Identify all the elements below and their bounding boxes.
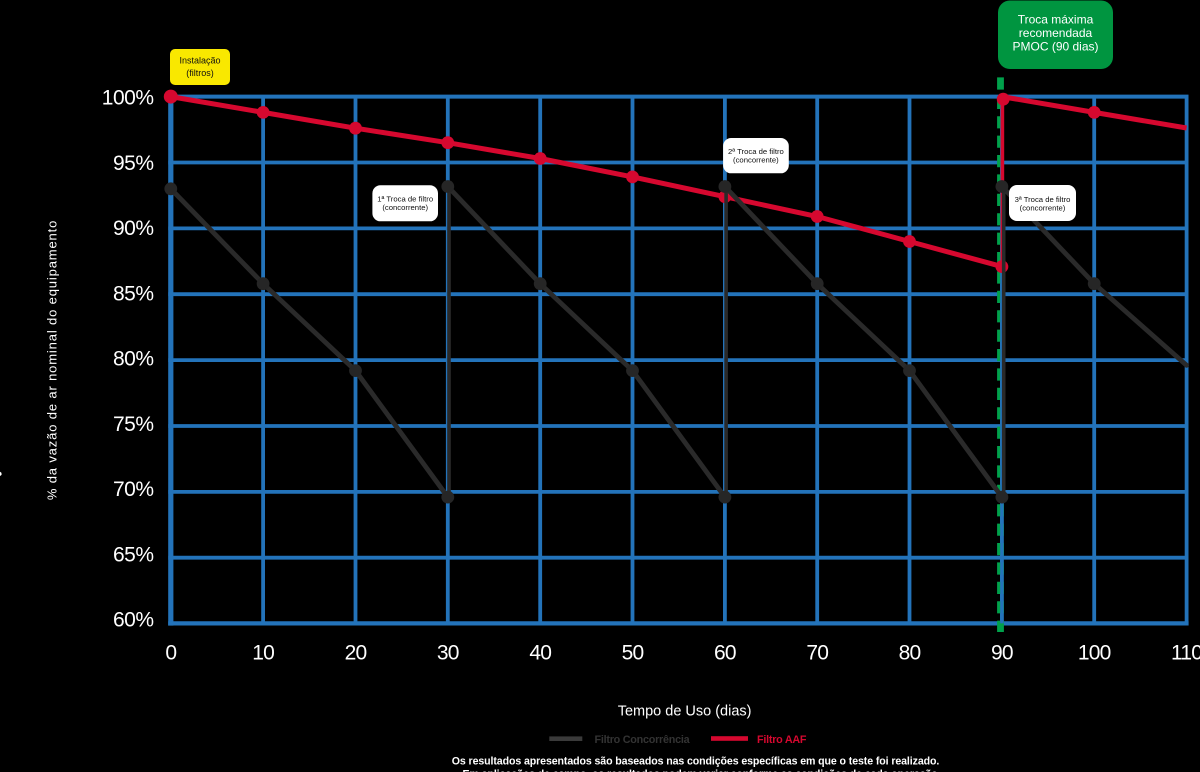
svg-text:2ª Troca de filtro: 2ª Troca de filtro [728,147,784,156]
svg-text:Filtro AAF: Filtro AAF [757,734,807,746]
svg-text:80: 80 [899,642,921,665]
svg-text:65%: 65% [113,543,154,566]
svg-text:60: 60 [714,642,736,665]
svg-text:Filtro Concorrência: Filtro Concorrência [595,734,691,746]
svg-text:3ª Troca de filtro: 3ª Troca de filtro [1015,195,1071,204]
svg-text:Os resultados apresentados são: Os resultados apresentados são baseados … [452,756,940,768]
svg-text:Troca máxima: Troca máxima [1018,12,1094,26]
svg-text:10: 10 [252,642,274,665]
svg-text:% da vazão de ar nominal do eq: % da vazão de ar nominal do equipamento [45,220,60,500]
svg-text:95%: 95% [113,152,154,175]
svg-text:60%: 60% [113,609,154,632]
svg-text:50: 50 [622,642,644,665]
svg-text:Tempo de Uso (dias): Tempo de Uso (dias) [618,703,752,719]
svg-text:75%: 75% [113,413,154,436]
svg-text:100%: 100% [102,87,154,110]
svg-text:PMOC (90 dias): PMOC (90 dias) [1012,40,1098,54]
svg-text:30: 30 [437,642,459,665]
svg-text:(concorrente): (concorrente) [733,156,779,165]
svg-text:80%: 80% [113,348,154,371]
svg-text:20: 20 [345,642,367,665]
svg-text:Em aplicações de campo, os res: Em aplicações de campo, os resultados po… [463,769,941,772]
svg-text:40: 40 [529,642,551,665]
svg-text:(filtros): (filtros) [186,68,214,78]
svg-text:(concorrente): (concorrente) [382,203,428,212]
svg-text:70%: 70% [113,478,154,501]
svg-text:90%: 90% [113,217,154,240]
svg-text:110: 110 [1171,642,1200,665]
svg-text:85%: 85% [113,282,154,305]
svg-text:recomendada: recomendada [1019,26,1093,40]
svg-text:100: 100 [1078,642,1111,665]
svg-text:0: 0 [165,642,176,665]
svg-text:90: 90 [991,642,1013,665]
svg-text:(concorrente): (concorrente) [1020,204,1066,213]
svg-text:1ª Troca de filtro: 1ª Troca de filtro [377,195,433,204]
svg-text:70: 70 [806,642,828,665]
svg-text:Instalação: Instalação [179,56,220,66]
